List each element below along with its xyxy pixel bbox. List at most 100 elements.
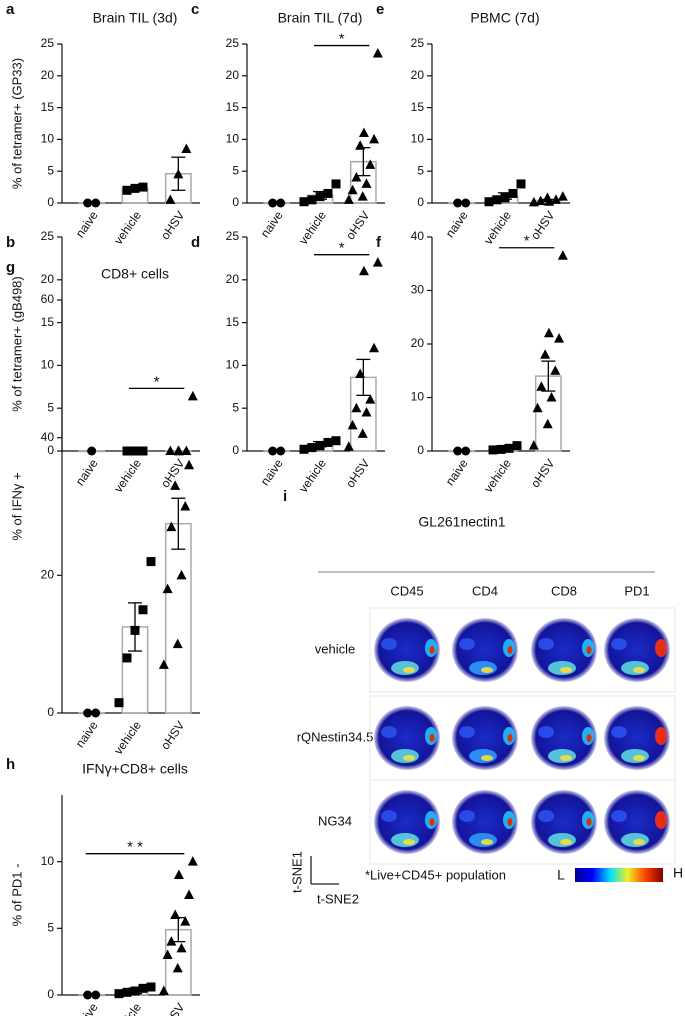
chart-title: Brain TIL (3d): [93, 10, 178, 26]
y-tick-label: 30: [411, 283, 425, 297]
x-tick-label: naive: [258, 208, 286, 240]
x-tick-label: naive: [73, 456, 101, 488]
row-frame: [369, 779, 676, 865]
data-point: [343, 194, 354, 204]
row-label: NG34: [318, 813, 352, 828]
y-tick-label: 0: [232, 195, 239, 209]
data-point: [114, 989, 124, 999]
x-tick-label: naive: [443, 456, 471, 488]
y-axis-label: % of tetramer+ (GP33): [9, 58, 24, 189]
data-point: [91, 708, 101, 718]
tsne-cluster: [481, 755, 493, 761]
data-point: [173, 445, 184, 456]
significance-label: *: [339, 240, 345, 257]
y-tick-label: 15: [41, 315, 55, 329]
tsne-cluster: [481, 667, 493, 673]
y-tick-label: 0: [47, 987, 54, 1001]
tsne-plot: [604, 790, 670, 854]
tsne-cluster: [429, 734, 435, 742]
data-point: [130, 446, 140, 456]
data-point: [532, 402, 543, 413]
y-tick-label: 10: [41, 854, 55, 868]
data-point: [347, 419, 358, 430]
y-tick-label: 0: [47, 195, 54, 209]
data-point: [138, 983, 148, 993]
data-point: [165, 194, 176, 204]
x-tick-label: oHSV: [158, 209, 187, 243]
data-point: [122, 185, 132, 195]
y-tick-label: 15: [41, 100, 55, 114]
data-point: [357, 191, 368, 201]
data-point: [170, 480, 181, 490]
data-point: [83, 708, 93, 718]
colorbar: [575, 868, 663, 882]
x-tick-label: vehicle: [481, 208, 514, 247]
y-axis-label: % of IFNγ +: [9, 472, 24, 540]
data-point: [535, 195, 546, 206]
tsne-plot: [374, 618, 440, 682]
y-tick-label: 20: [41, 272, 55, 286]
tsne-plot: [531, 706, 597, 770]
significance-label: *: [339, 31, 345, 48]
x-tick-label: naive: [73, 208, 101, 240]
panel-letter: f: [376, 234, 382, 251]
data-point: [369, 342, 380, 353]
tsne-cluster: [659, 646, 665, 654]
tsne-cluster: [611, 726, 627, 738]
data-point: [315, 192, 325, 202]
x-tick-label: oHSV: [158, 719, 187, 753]
y-tick-label: 25: [411, 36, 425, 50]
data-point: [512, 441, 522, 451]
tsne-cluster: [507, 734, 513, 742]
data-point: [492, 195, 502, 205]
data-point: [166, 521, 177, 532]
tsne-cluster: [611, 638, 627, 650]
significance-label: *: [524, 233, 530, 250]
error-bar: [541, 360, 556, 392]
tsne-plot: [374, 790, 440, 854]
y-tick-label: 40: [41, 430, 55, 444]
x-tick-label: naive: [73, 1000, 101, 1016]
y-tick-label: 25: [226, 36, 240, 50]
colorbar-high: H: [673, 865, 683, 881]
y-tick-label: 15: [226, 100, 240, 114]
x-tick-label: vehicle: [481, 456, 514, 495]
y-tick-label: 60: [41, 292, 55, 306]
tsne-cluster: [507, 818, 513, 826]
data-point: [138, 182, 148, 192]
x-tick-label: oHSV: [158, 1001, 187, 1016]
tsne-cluster: [633, 755, 645, 761]
data-point: [172, 962, 183, 973]
data-point: [504, 443, 514, 453]
significance-label: *: [154, 373, 160, 390]
data-point: [91, 198, 101, 208]
tsne-plot: [452, 790, 518, 854]
data-point: [500, 193, 510, 203]
column-label: CD4: [472, 583, 498, 598]
data-point: [276, 446, 286, 456]
y-tick-label: 0: [417, 195, 424, 209]
y-tick-label: 0: [232, 443, 239, 457]
data-point: [180, 916, 191, 926]
y-tick-label: 5: [232, 163, 239, 177]
data-point: [551, 194, 562, 204]
data-point: [172, 638, 183, 649]
y-tick-label: 0: [47, 705, 54, 719]
data-point: [146, 557, 156, 567]
data-point: [496, 444, 506, 454]
x-tick-label: vehicle: [111, 1000, 144, 1016]
y-axis-label: % of tetramer+ (gB498): [9, 276, 24, 411]
x-tick-label: oHSV: [528, 457, 557, 491]
data-point: [181, 445, 192, 455]
y-tick-label: 20: [41, 568, 55, 582]
tsne-cluster: [403, 667, 415, 673]
data-point: [276, 198, 286, 208]
data-point: [315, 441, 325, 451]
data-point: [122, 987, 132, 997]
data-point: [130, 183, 140, 193]
data-point: [91, 990, 101, 1000]
data-point: [351, 402, 362, 413]
column-label: CD8: [551, 583, 577, 598]
data-point: [516, 179, 526, 189]
tsne-cluster: [538, 810, 554, 822]
